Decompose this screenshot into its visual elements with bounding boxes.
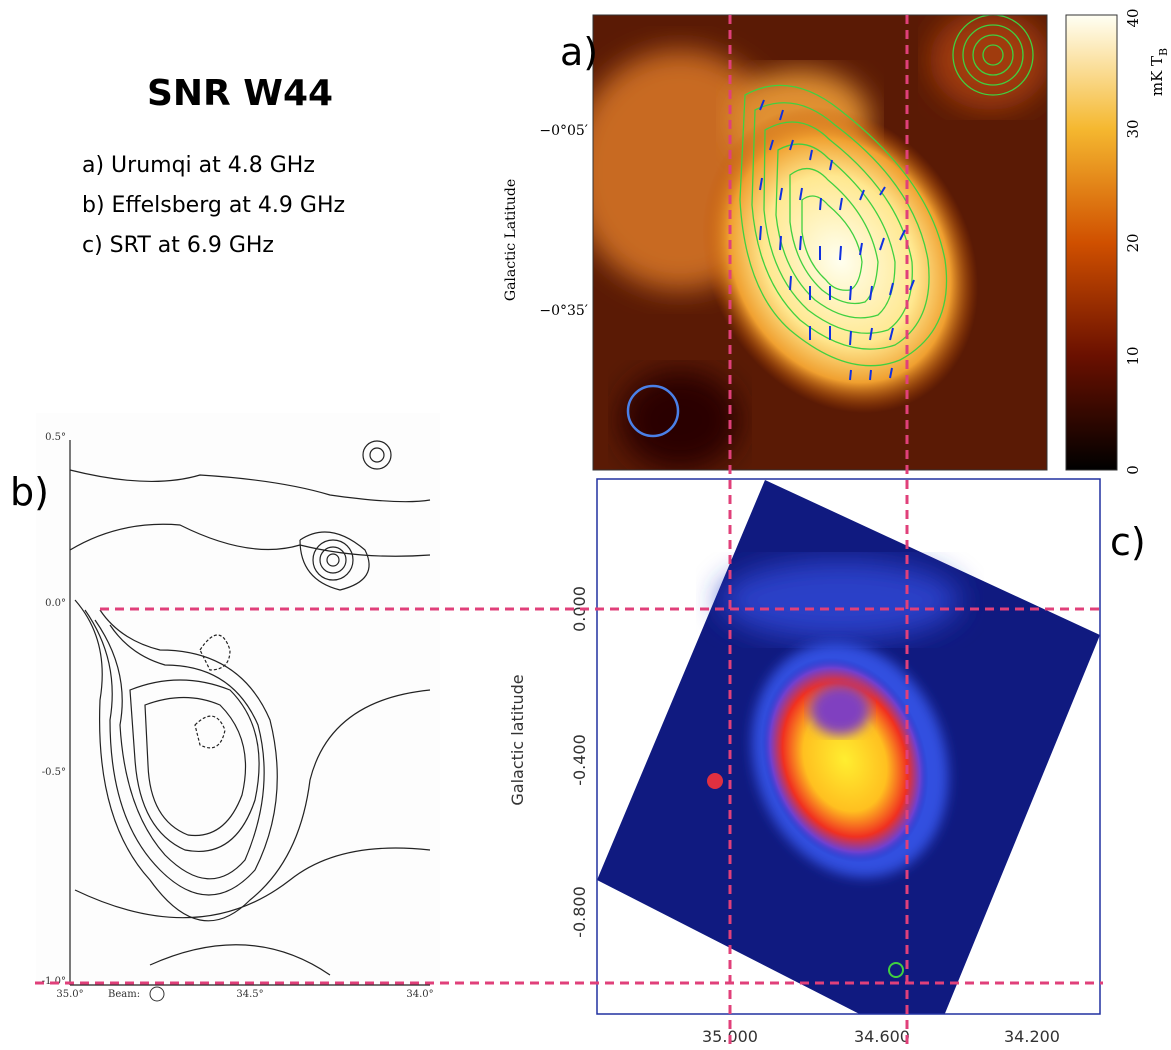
colorbar (1065, 14, 1118, 471)
list-item: a) Urumqi at 4.8 GHz (82, 153, 315, 178)
panel-label: b) (10, 470, 49, 514)
y-tick-label: −0°35′ (539, 303, 588, 319)
list-item: b) Effelsberg at 4.9 GHz (82, 193, 345, 218)
beam (149, 986, 165, 1002)
frame (592, 14, 1048, 471)
x-tick-label: 34.0° (406, 989, 433, 1000)
y-tick-label: -0.5° (42, 767, 66, 778)
x-tick-label: 34.600 (854, 1027, 910, 1046)
colorbar-tick-label: 30 (1124, 119, 1142, 138)
y-tick-label: 0.0° (45, 598, 66, 609)
y-tick-label: -0.400 (570, 734, 589, 786)
y-tick-label: −0°05′ (539, 123, 588, 139)
frame (596, 478, 1101, 1015)
colorbar-ticks: 0 10 20 30 40 mK TB (1124, 8, 1170, 474)
y-tick-label: 0.000 (570, 586, 589, 632)
guide-lines (35, 15, 1103, 1045)
x-tick-label: 35.0° (56, 989, 83, 1000)
list-item: c) SRT at 6.9 GHz (82, 233, 274, 258)
colorbar-label-main: mK T (1148, 56, 1166, 96)
colorbar-tick-label: 40 (1124, 8, 1142, 27)
y-axis-label: Galactic latitude (508, 674, 527, 805)
y-tick-label: 0.5° (45, 432, 66, 443)
panel-label: c) (1110, 520, 1146, 564)
colorbar-tick-label: 0 (1124, 465, 1142, 475)
y-axis-label: Galactic Latitude (503, 179, 519, 301)
colorbar-tick-label: 20 (1124, 233, 1142, 252)
x-tick-label: 34.5° (236, 989, 263, 1000)
y-tick-label: -0.800 (570, 886, 589, 938)
slide-title: SNR W44 (147, 73, 333, 114)
colorbar-tick-label: 10 (1124, 346, 1142, 365)
contours (69, 440, 431, 986)
panel-label: a) (560, 30, 598, 74)
beam-label: Beam: (108, 989, 140, 1000)
urumqi-map (593, 15, 1047, 470)
colorbar-label: mK TB (1148, 48, 1170, 96)
colorbar-label-sub: B (1157, 48, 1170, 56)
srt-map (597, 479, 1100, 1014)
x-tick-label: 34.200 (1004, 1027, 1060, 1046)
